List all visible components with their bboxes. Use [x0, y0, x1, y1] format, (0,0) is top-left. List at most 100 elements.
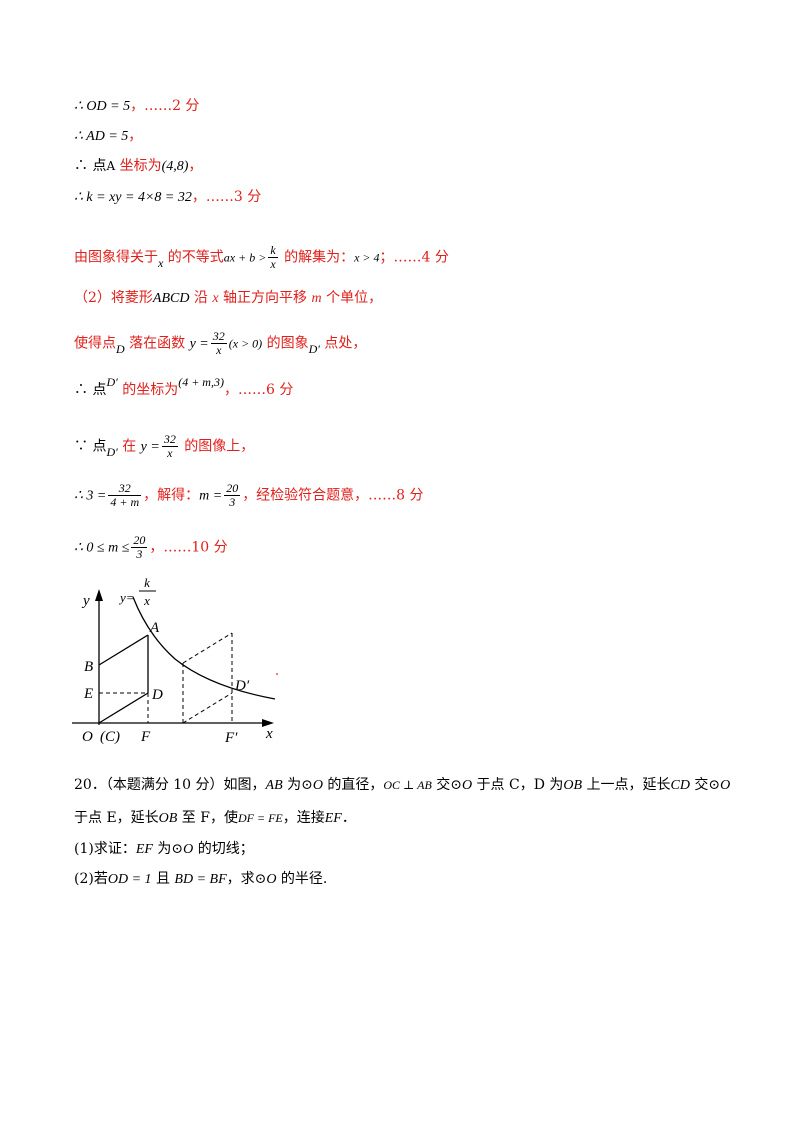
q-ab: AB — [265, 778, 283, 793]
label-c: (C) — [100, 729, 120, 745]
math-ad-eq-5: ∴ AD = 5 — [74, 129, 129, 144]
q-text: 且 — [151, 871, 175, 887]
q-text: 为 — [152, 841, 172, 857]
text: 的解集为： — [279, 249, 355, 266]
q-text: ，连接 — [282, 810, 325, 826]
text: 使得点 — [74, 335, 116, 352]
score-mark: ，……2 分 — [130, 98, 200, 114]
fraction-32-4m: 32 4 + m — [108, 481, 142, 509]
text: 轴正方向平移 — [218, 290, 312, 306]
var-x: x — [212, 291, 219, 306]
q-text: 的直径， — [322, 777, 384, 793]
label-f: F — [140, 729, 151, 745]
curve-num: k — [144, 575, 150, 590]
label-f-prime: F′ — [224, 730, 238, 746]
solution-line-11: ∴ 0 ≤ m ≤20 3 ，……10 分 — [74, 534, 228, 561]
segment-ba — [98, 634, 149, 666]
text: 由图象得关于 — [74, 249, 158, 266]
point-d-prime: D′ — [106, 444, 118, 459]
segment-cd — [98, 692, 149, 724]
q-cd: CD — [670, 778, 690, 793]
y-eq: y = — [140, 439, 160, 455]
inequality: ax + b > — [223, 250, 267, 265]
hyperbola-curve — [132, 596, 276, 700]
question-line-1: 20．（本题满分 10 分）如图，AB 为⊙O 的直径，OC ⊥ AB 交⊙O … — [74, 775, 730, 796]
score-mark: ；……4 分 — [379, 249, 449, 266]
y-eq: y = — [189, 336, 209, 352]
label-a: A — [149, 620, 160, 636]
score-mark: ，……3 分 — [191, 189, 262, 205]
translated-bottom — [182, 692, 233, 724]
q-ef: EF — [135, 842, 153, 857]
score-mark: ，……10 分 — [149, 539, 228, 556]
fraction-20-3: 20 3 — [224, 481, 241, 509]
var-x: x — [158, 255, 164, 270]
text: ，解得： — [143, 487, 200, 504]
circle-o: ⊙O — [450, 778, 473, 793]
q-text: 20．（本题满分 10 分）如图， — [74, 777, 266, 793]
curve-label: y= — [118, 590, 135, 605]
solution-line-8: ∴ 点D′ 的坐标为(4 + m,3)，……6 分 — [74, 375, 294, 400]
score-mark: ，经检验符合题意，……8 分 — [242, 487, 424, 504]
text: 坐标为 — [115, 158, 162, 174]
punct: ， — [128, 128, 143, 144]
m-eq: m = — [199, 488, 223, 504]
q-ob: OB — [158, 811, 178, 826]
q-text: 至 F，使 — [177, 810, 238, 826]
solution-line-10: ∴ 3 = 32 4 + m ，解得：m = 20 3 ，经检验符合题意，……8 分 — [74, 482, 424, 509]
translated-top — [182, 632, 233, 664]
text: （2）将菱形 — [74, 290, 153, 306]
fraction-32-x: 32 x — [161, 432, 178, 460]
because: ∵ 点 — [74, 438, 107, 455]
curve-den: x — [143, 593, 150, 608]
text: 的图象 — [262, 335, 309, 352]
rhombus-abcd: ABCD — [152, 291, 190, 306]
label-d-prime: D′ — [234, 678, 250, 694]
q-text: (2)若 — [74, 871, 108, 887]
label-b: B — [84, 659, 93, 675]
q-text: 的切线； — [193, 841, 254, 857]
coord-a: (4,8) — [161, 159, 189, 174]
q-text: 上一点，延长 — [582, 777, 671, 793]
math-k: ∴ k = xy = 4×8 = 32 — [74, 190, 192, 205]
q-ef: EF — [324, 811, 342, 826]
q-df-fe: DF = FE — [237, 811, 283, 825]
text: 的不等式 — [163, 249, 224, 266]
q-text: ，求 — [226, 871, 255, 887]
stray-dot — [276, 673, 278, 675]
q-perp: OC ⊥ AB — [383, 778, 432, 792]
q-text: 于点 E，延长 — [74, 810, 159, 826]
circle-o: ⊙O — [254, 872, 277, 887]
point-d: D — [116, 341, 125, 356]
text: 个单位， — [321, 290, 383, 306]
q-od: OD = 1 — [107, 872, 152, 887]
circle-o: ⊙O — [708, 778, 731, 793]
var-m: m — [311, 291, 322, 306]
solution-line-2: ∴ AD = 5， — [74, 126, 142, 147]
q-bd-bf: BD = BF — [174, 872, 227, 887]
point-d-prime: D′ — [308, 341, 320, 356]
fraction-32-x: 32 x — [210, 329, 227, 357]
y-axis-label: y — [81, 593, 90, 609]
score-mark: ，……6 分 — [223, 382, 294, 398]
q-text: (1)求证： — [74, 841, 136, 857]
text: 的图像上， — [179, 438, 255, 455]
x-axis-arrow-icon — [262, 719, 274, 727]
therefore: ∴ 点 — [74, 382, 107, 398]
coordinate-figure: y x y= k x A B E D O (C) F D′ F′ — [72, 575, 278, 746]
text: 在 — [117, 438, 141, 455]
question-line-4: (2)若OD = 1 且 BD = BF，求⊙O 的半径. — [74, 869, 327, 890]
question-line-3: (1)求证：EF 为⊙O 的切线； — [74, 839, 254, 860]
solution-line-5: 由图象得关于x 的不等式ax + b > k x 的解集为：x > 4；……4 分 — [74, 244, 449, 271]
q-text: 为 — [282, 777, 302, 793]
solution-line-3: ∴ 点A 坐标为(4,8)， — [74, 156, 202, 177]
q-text: 交 — [689, 777, 709, 793]
q-text: 于点 C，D 为 — [472, 777, 564, 793]
solution-line-9: ∵ 点D′ 在 y = 32 x 的图像上， — [74, 433, 254, 460]
solution-set: x > 4 — [354, 250, 380, 265]
therefore: ∴ 点 — [74, 158, 107, 174]
circle-o: ⊙O — [171, 842, 194, 857]
q-text: ． — [341, 810, 356, 826]
q-text: 交 — [431, 777, 451, 793]
